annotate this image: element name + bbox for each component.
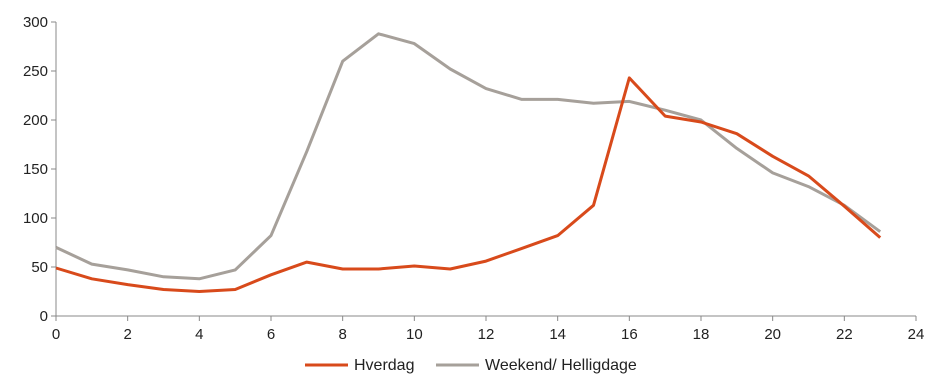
y-tick-label: 150 — [23, 161, 48, 178]
x-tick-label: 0 — [52, 326, 60, 343]
x-tick-label: 2 — [123, 326, 131, 343]
x-tick-label: 20 — [764, 326, 781, 343]
x-tick-label: 22 — [836, 326, 853, 343]
x-tick-label: 4 — [195, 326, 203, 343]
y-tick-label: 250 — [23, 63, 48, 80]
y-tick-label: 300 — [23, 14, 48, 31]
x-tick-label: 6 — [267, 326, 275, 343]
series-line-weekend-helligdage — [55, 32, 882, 281]
x-tick-label: 18 — [693, 326, 710, 343]
series-layer — [55, 32, 882, 293]
x-tick-label: 14 — [549, 326, 566, 343]
y-tick-label: 0 — [40, 308, 48, 325]
x-tick-label: 12 — [478, 326, 495, 343]
legend-label: Hverdag — [354, 357, 414, 374]
x-tick-label: 24 — [908, 326, 925, 343]
y-tick-label: 100 — [23, 210, 48, 227]
y-tick-label: 50 — [31, 259, 48, 276]
legend-label: Weekend/ Helligdage — [485, 357, 637, 374]
y-tick-label: 200 — [23, 112, 48, 129]
x-tick-label: 10 — [406, 326, 423, 343]
x-tick-label: 8 — [338, 326, 346, 343]
series-line-hverdag — [55, 76, 882, 293]
x-tick-label: 16 — [621, 326, 638, 343]
legend: Hverdag Weekend/ Helligdage — [305, 357, 637, 374]
